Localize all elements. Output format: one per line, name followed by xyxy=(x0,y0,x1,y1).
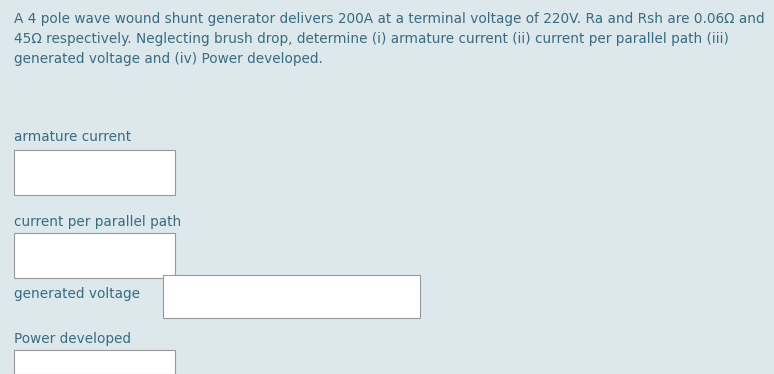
Text: generated voltage: generated voltage xyxy=(14,287,140,301)
Text: current per parallel path: current per parallel path xyxy=(14,215,181,229)
FancyBboxPatch shape xyxy=(14,350,175,374)
Text: armature current: armature current xyxy=(14,130,131,144)
FancyBboxPatch shape xyxy=(14,233,175,278)
FancyBboxPatch shape xyxy=(163,275,420,318)
Text: Power developed: Power developed xyxy=(14,332,131,346)
FancyBboxPatch shape xyxy=(14,150,175,195)
Text: A 4 pole wave wound shunt generator delivers 200A at a terminal voltage of 220V.: A 4 pole wave wound shunt generator deli… xyxy=(14,12,765,66)
